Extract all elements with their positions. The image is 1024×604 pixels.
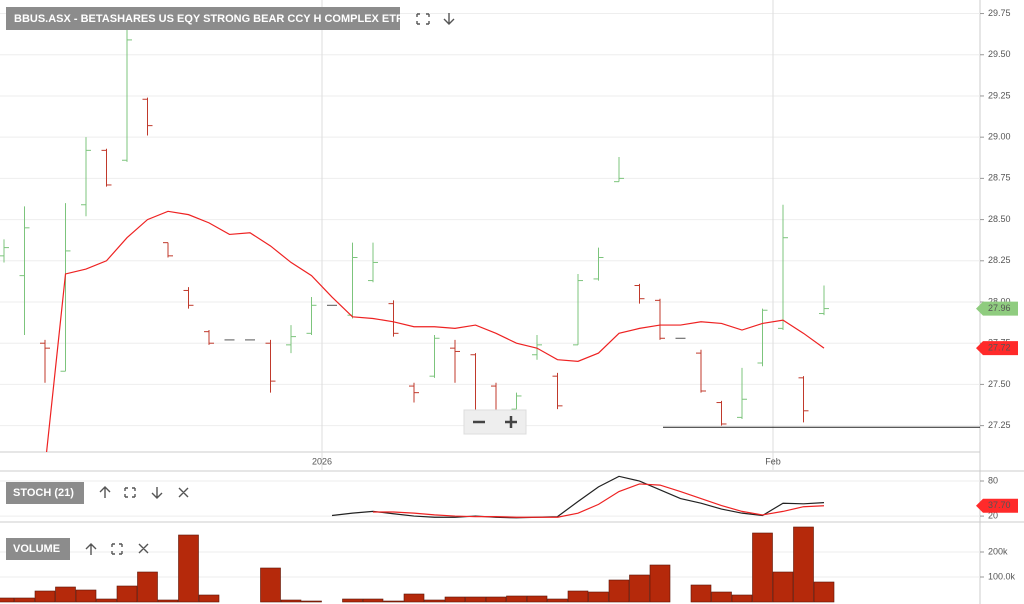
x-tick-label: Feb [765, 456, 781, 466]
volume-bar [608, 579, 630, 603]
volume-bar [424, 599, 445, 603]
volume-bar [157, 599, 179, 603]
panel-title: STOCH (21) [13, 487, 74, 499]
volume-bar [813, 581, 835, 603]
price-tag [976, 498, 1018, 513]
volume-bar [526, 595, 548, 603]
volume-bar [96, 598, 117, 603]
volume-bar [178, 534, 199, 603]
volume-bar [772, 571, 794, 603]
y-tick-label: 29.25 [988, 90, 1011, 100]
volume-bar [342, 598, 363, 603]
panel-title: VOLUME [13, 543, 60, 555]
volume-bar [137, 571, 158, 603]
y-tick-label: 28.00 [988, 296, 1011, 306]
volume-bar [362, 598, 384, 603]
volume-bar [690, 584, 712, 603]
panel-icons[interactable] [85, 543, 149, 555]
y-tick-label: 80 [988, 475, 998, 485]
stoch-k [331, 475, 825, 519]
volume-bar [198, 594, 220, 603]
volume-bar [649, 564, 671, 603]
volume-bar [506, 595, 527, 603]
y-tick-label: 27.50 [988, 379, 1011, 389]
volume-bar [547, 598, 568, 603]
y-tick-label: 29.75 [988, 8, 1011, 18]
y-tick-label: 29.50 [988, 49, 1011, 59]
volume-bar [629, 574, 650, 603]
volume-bar [116, 585, 138, 603]
y-tick-label: 28.50 [988, 214, 1011, 224]
volume-bar [14, 597, 35, 603]
price-tag [976, 301, 1018, 316]
y-tick-label: 20 [988, 510, 998, 520]
moving-average [45, 210, 825, 452]
price-tag-label: 27.72 [988, 343, 1011, 353]
price-tag [976, 341, 1018, 356]
y-tick-label: 28.75 [988, 173, 1011, 183]
volume-bar [75, 589, 97, 603]
panel-title-box [6, 482, 84, 504]
y-tick-label: 29.00 [988, 132, 1011, 142]
y-tick-label: 100.0k [988, 571, 1016, 581]
volume-bar [793, 526, 814, 603]
price-tag-label: 27.96 [988, 303, 1011, 313]
y-tick-label: 200k [988, 546, 1008, 556]
panel-title-box [6, 538, 70, 560]
volume-bar [752, 532, 773, 603]
volume-bar [260, 567, 281, 603]
down-icon[interactable] [443, 13, 455, 25]
volume-bar [588, 591, 609, 603]
volume-bar [34, 590, 56, 603]
volume-bar [567, 590, 589, 603]
x-tick-label: 2026 [312, 456, 332, 466]
volume-bar [465, 596, 486, 603]
volume-bar [280, 599, 302, 603]
y-tick-label: 28.25 [988, 255, 1011, 265]
volume-bar [444, 596, 466, 603]
stoch-d [373, 483, 825, 518]
price-tag-label: 37.70 [988, 500, 1011, 510]
maximize-icon[interactable] [416, 13, 430, 25]
title-box [6, 7, 400, 30]
volume-bar [55, 586, 76, 603]
volume-bar [711, 591, 732, 603]
volume-bar [0, 597, 15, 603]
y-tick-label: 27.25 [988, 420, 1011, 430]
zoom-controls[interactable] [463, 409, 527, 435]
panel-icons[interactable] [99, 486, 189, 499]
volume-bar [403, 593, 425, 603]
chart-title: BBUS.ASX - BETASHARES US EQY STRONG BEAR… [14, 13, 403, 25]
volume-bar [731, 594, 753, 603]
volume-bar [383, 600, 404, 603]
volume-bar [485, 596, 507, 603]
volume-bar [301, 600, 322, 603]
